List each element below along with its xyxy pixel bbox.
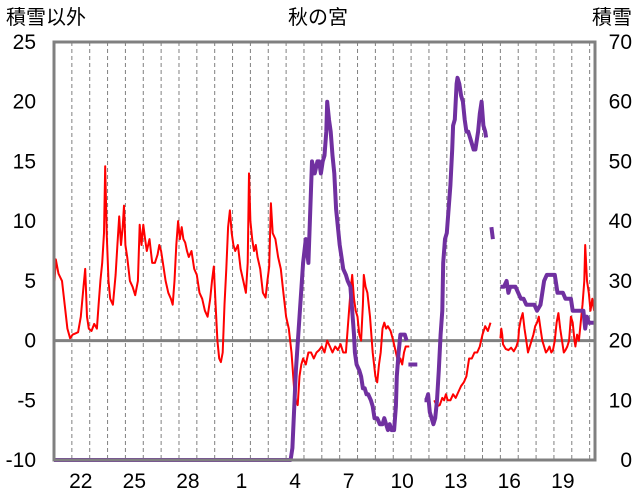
left-y-tick-label: 15	[13, 150, 36, 173]
x-tick-label: 10	[390, 470, 413, 493]
right-axis-label: 積雪	[592, 6, 632, 29]
right-y-tick-label: 20	[609, 330, 632, 353]
temperature-series-line	[53, 165, 596, 408]
chart-title: 秋の宮	[288, 6, 348, 29]
x-tick-label: 28	[176, 470, 199, 493]
left-y-tick-label: 0	[24, 330, 36, 353]
left-y-tick-label: 25	[13, 31, 36, 54]
snow-depth-series-line	[54, 75, 595, 462]
left-axis-label: 積雪以外	[6, 6, 86, 29]
x-tick-label: 25	[123, 470, 146, 493]
right-y-tick-label: 0	[620, 449, 632, 472]
right-y-tick-label: 50	[609, 150, 632, 173]
left-y-tick-label: 10	[13, 210, 36, 233]
grid-lines	[54, 42, 595, 460]
x-tick-label: 19	[551, 470, 574, 493]
left-y-ticks: -10 -5 0 5 10 15 20 25	[6, 31, 36, 472]
right-y-ticks: 0 10 20 30 40 50 60 70	[609, 31, 632, 472]
x-ticks: 22 25 28 1 4 7 10 13 16 19	[69, 470, 574, 493]
x-tick-label: 7	[343, 470, 355, 493]
x-tick-label: 4	[289, 470, 301, 493]
left-y-tick-label: 5	[24, 270, 36, 293]
plot-frame	[52, 40, 597, 462]
right-y-tick-label: 40	[609, 210, 632, 233]
x-tick-label: 16	[498, 470, 521, 493]
right-y-tick-label: 10	[609, 389, 632, 412]
x-tick-label: 22	[69, 470, 92, 493]
right-y-tick-label: 70	[609, 31, 632, 54]
right-y-tick-label: 60	[609, 91, 632, 114]
left-y-tick-label: -5	[17, 389, 36, 412]
x-tick-label: 13	[444, 470, 467, 493]
x-tick-label: 1	[236, 470, 248, 493]
left-y-tick-label: 20	[13, 91, 36, 114]
left-y-tick-label: -10	[6, 449, 36, 472]
series-group	[53, 75, 596, 462]
right-y-tick-label: 30	[609, 270, 632, 293]
